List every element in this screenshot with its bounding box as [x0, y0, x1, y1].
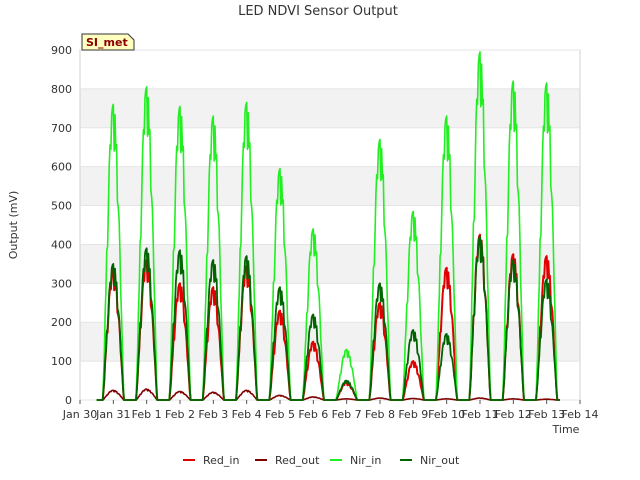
y-tick-label: 800 — [51, 83, 72, 96]
x-tick-label: Feb 5 — [265, 408, 295, 421]
x-tick-label: Feb 8 — [365, 408, 395, 421]
x-tick-label: Feb 4 — [232, 408, 262, 421]
x-tick-label: Jan 30 — [62, 408, 97, 421]
y-tick-label: 100 — [51, 355, 72, 368]
annotation-label: SI_met — [86, 36, 128, 49]
legend-label: Nir_out — [420, 454, 460, 467]
y-tick-label: 0 — [65, 394, 72, 407]
legend-label: Red_out — [275, 454, 320, 467]
x-tick-label: Feb 13 — [528, 408, 565, 421]
x-axis-label: Time — [552, 423, 580, 436]
x-tick-label: Feb 3 — [198, 408, 228, 421]
grid-band — [80, 50, 580, 89]
x-tick-label: Feb 12 — [495, 408, 532, 421]
y-tick-label: 200 — [51, 316, 72, 329]
legend-label: Red_in — [203, 454, 239, 467]
grid-band — [80, 244, 580, 284]
y-tick-label: 700 — [51, 122, 72, 135]
y-tick-label: 900 — [51, 44, 72, 57]
y-tick-label: 500 — [51, 200, 72, 213]
annotation-badge: SI_met — [81, 33, 135, 51]
x-tick-label: Feb 9 — [398, 408, 428, 421]
chart-title: LED NDVI Sensor Output — [238, 4, 398, 19]
x-tick-label: Feb 14 — [562, 408, 599, 421]
x-tick-label: Feb 1 — [132, 408, 162, 421]
y-axis-label: Output (mV) — [7, 191, 20, 260]
grid-bands — [80, 50, 580, 400]
series-line-nir-out — [96, 235, 560, 401]
grid-band — [80, 361, 580, 400]
legend-label: Nir_in — [350, 454, 381, 467]
y-tick-label: 300 — [51, 277, 72, 290]
x-tick-label: Feb 2 — [165, 408, 195, 421]
x-tick-label: Jan 31 — [95, 408, 130, 421]
y-tick-label: 400 — [51, 238, 72, 251]
x-tick-label: Feb 7 — [332, 408, 362, 421]
x-tick-label: Feb 6 — [298, 408, 328, 421]
x-tick-label: Feb 11 — [462, 408, 499, 421]
series-lines — [96, 51, 560, 401]
y-tick-label: 600 — [51, 161, 72, 174]
x-tick-label: Feb 10 — [428, 408, 465, 421]
grid-band — [80, 322, 580, 362]
legend: Red_in Red_out Nir_in Nir_out — [183, 454, 460, 467]
grid-band — [80, 127, 580, 167]
grid-band — [80, 283, 580, 323]
grid-band — [80, 88, 580, 128]
grid-band — [80, 205, 580, 245]
grid-band — [80, 166, 580, 206]
